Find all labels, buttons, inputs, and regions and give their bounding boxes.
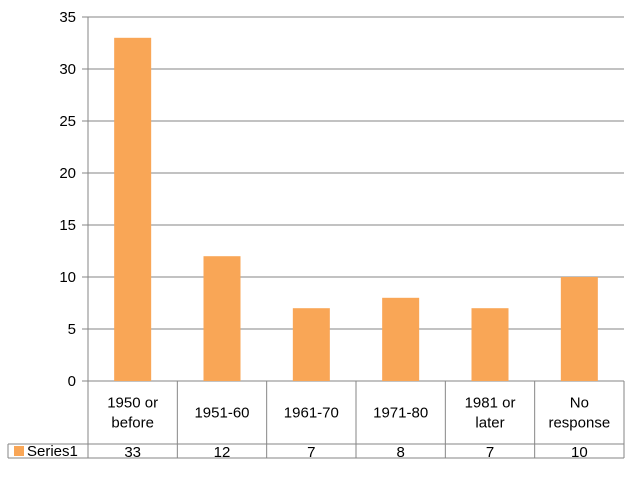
x-tick-label: 1961-70 [284, 405, 339, 422]
x-tick-label: 1950 or [107, 395, 158, 412]
y-tick-label: 25 [59, 113, 76, 130]
y-tick-label: 15 [59, 217, 76, 234]
x-tick-label: 1951-60 [194, 405, 249, 422]
x-tick-label: 1981 or [465, 395, 516, 412]
bar [560, 277, 598, 381]
x-tick-label: 1971-80 [373, 405, 428, 422]
data-label: 12 [214, 444, 231, 461]
y-tick-label: 10 [59, 269, 76, 286]
data-label: 10 [571, 444, 588, 461]
x-tick-label: response [548, 415, 610, 432]
y-tick-label: 35 [59, 9, 76, 26]
legend-label: Series1 [27, 443, 78, 460]
data-label: 33 [124, 444, 141, 461]
x-tick-label: No [570, 395, 589, 412]
y-tick-label: 30 [59, 61, 76, 78]
bar [292, 308, 330, 381]
y-tick-label: 20 [59, 165, 76, 182]
data-label: 7 [307, 444, 315, 461]
y-tick-label: 0 [68, 373, 76, 390]
data-label: 8 [396, 444, 404, 461]
y-tick-label: 5 [68, 321, 76, 338]
legend-swatch [14, 446, 24, 456]
bar [382, 297, 420, 381]
bar [114, 37, 152, 382]
bar [471, 308, 509, 381]
x-tick-label: before [111, 415, 154, 432]
bar [203, 256, 241, 381]
x-tick-label: later [475, 415, 504, 432]
data-label: 7 [486, 444, 494, 461]
